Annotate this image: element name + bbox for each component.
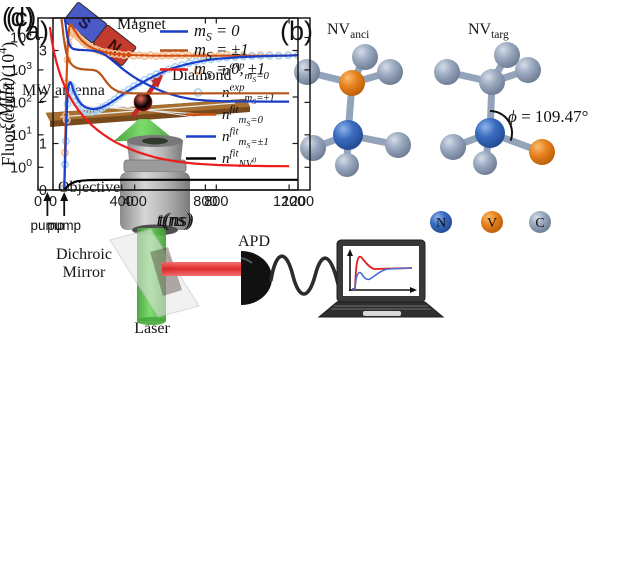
svg-text:2: 2 bbox=[39, 90, 47, 106]
svg-text:0: 0 bbox=[34, 194, 42, 210]
nv-anci-atoms bbox=[294, 44, 411, 177]
panel-label: (c) bbox=[6, 2, 36, 32]
svg-text:1200: 1200 bbox=[282, 194, 314, 210]
mw-antenna-label: MW antenna bbox=[22, 82, 105, 99]
svg-text:101: 101 bbox=[10, 126, 32, 144]
plot-series bbox=[48, 18, 290, 168]
svg-text:0: 0 bbox=[39, 183, 47, 199]
vacancy-ball-icon bbox=[481, 211, 503, 233]
nitrogen-ball-icon bbox=[430, 211, 452, 233]
y-axis-label: ξ(MHz) bbox=[0, 77, 16, 130]
svg-text:100: 100 bbox=[10, 158, 32, 176]
svg-text:nexpmS=0: nexpmS=0 bbox=[222, 60, 269, 85]
mw-antenna bbox=[45, 98, 251, 127]
magnet-label: Magnet bbox=[117, 16, 166, 33]
vacancy-legend-label: V bbox=[487, 216, 497, 231]
laptop-icon bbox=[317, 239, 445, 318]
svg-text:1: 1 bbox=[39, 137, 47, 153]
line-series bbox=[48, 26, 290, 168]
svg-text:nfitmS=±1: nfitmS=±1 bbox=[222, 126, 269, 151]
svg-text:400: 400 bbox=[110, 194, 134, 210]
diamond-label: Diamond bbox=[172, 67, 232, 84]
phi-angle-arc bbox=[489, 109, 514, 141]
svg-text:800: 800 bbox=[204, 194, 228, 210]
svg-text:103: 103 bbox=[10, 61, 32, 79]
objective bbox=[120, 135, 190, 236]
svg-text:400: 400 bbox=[123, 194, 147, 210]
panel-label-b: (b) bbox=[280, 16, 313, 46]
y-axis-label: Fluor. count (104) bbox=[0, 42, 18, 167]
svg-text:102: 102 bbox=[10, 93, 32, 111]
pump-annotation: pump bbox=[47, 192, 81, 233]
x-axis-label: t(ns) bbox=[159, 210, 194, 231]
diamond-icon bbox=[131, 73, 164, 118]
axes: 0 400 800 1200 0 1 2 3 bbox=[39, 17, 314, 210]
red-beam bbox=[162, 262, 242, 276]
dichroic-label-line1: Dichroic bbox=[56, 246, 112, 263]
line-series bbox=[63, 18, 290, 103]
nv-targ-atoms bbox=[434, 42, 555, 175]
carbon-ball-icon bbox=[529, 211, 551, 233]
phi-label: ϕ = 109.47° bbox=[508, 107, 588, 126]
legend: mS = 0mS = ±1mS = 0, ±1 bbox=[160, 21, 265, 82]
pump-annotation: pump bbox=[31, 192, 65, 233]
atom-legend: N V C bbox=[430, 211, 551, 233]
line-series bbox=[63, 54, 298, 190]
svg-text:nfitmS=0: nfitmS=0 bbox=[222, 104, 264, 129]
svg-text:mS = ±1: mS = ±1 bbox=[194, 40, 249, 63]
svg-text:1200: 1200 bbox=[273, 194, 305, 210]
svg-text:3: 3 bbox=[39, 44, 47, 60]
carbon-legend-label: C bbox=[535, 216, 544, 231]
svg-text:mS = 0, ±1: mS = 0, ±1 bbox=[194, 59, 265, 82]
svg-text:104: 104 bbox=[10, 28, 32, 46]
panel-label-a: (a) bbox=[16, 16, 49, 46]
apd-label: APD bbox=[238, 233, 270, 250]
chart-fluorescence: 0 400 800 1200 0 1 2 3 t(ns) Fluor. count (104) pu… bbox=[0, 2, 314, 233]
nitrogen-legend-label: N bbox=[436, 216, 446, 231]
svg-text:pump: pump bbox=[31, 218, 65, 233]
svg-text:pump: pump bbox=[47, 218, 81, 233]
apd-icon bbox=[240, 251, 272, 305]
nv-anci-label: NVanci bbox=[327, 21, 369, 41]
dichroic-label-line2: Mirror bbox=[63, 264, 106, 281]
line-series bbox=[63, 178, 298, 190]
x-axis-label: t(ns) bbox=[157, 210, 192, 231]
svg-text:mS = 0: mS = 0 bbox=[194, 21, 240, 44]
svg-text:800: 800 bbox=[193, 194, 217, 210]
line-series bbox=[60, 18, 290, 95]
nv-targ-label: NVtarg bbox=[468, 21, 509, 41]
panel-label: (d) bbox=[2, 2, 34, 32]
chart-xi-rate: 0 400 800 1200100101102103104t(ns)ξ(MHz)pum… bbox=[0, 2, 311, 233]
laser-label: Laser bbox=[134, 320, 170, 337]
svg-text:nfitNV0: nfitNV0 bbox=[222, 148, 256, 171]
svg-text:0: 0 bbox=[49, 194, 57, 210]
cable bbox=[269, 254, 343, 296]
setup-scene: (a) (b) S N Magnet MW antenna Diamond Ob… bbox=[16, 2, 588, 337]
